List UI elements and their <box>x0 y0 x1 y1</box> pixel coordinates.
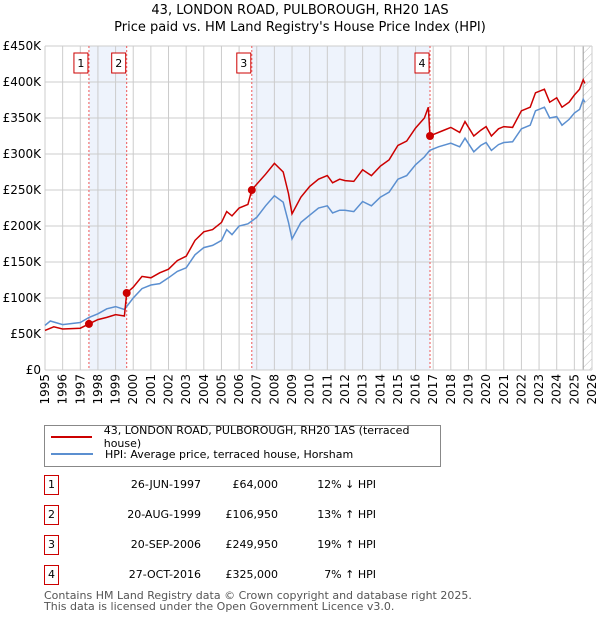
x-tick-label: 2013 <box>356 374 370 405</box>
sale-hpi: 19% ↑ HPI <box>317 538 376 551</box>
x-tick-label: 2010 <box>303 374 317 405</box>
sale-hpi: 7% ↑ HPI <box>324 568 376 581</box>
y-tick-label: £0 <box>26 363 41 377</box>
hpi-line <box>44 97 586 326</box>
x-tick-label: 2003 <box>179 374 193 405</box>
x-tick-label: 2000 <box>126 374 140 405</box>
x-tick-label: 1997 <box>73 374 87 405</box>
shaded-period <box>251 46 431 370</box>
price-chart: 1 2 3 4 £0 £50K £100K £150K £200K £250K £300K £350K… <box>3 39 599 405</box>
sale-row: 3 20-SEP-2006 £249,950 19% ↑ HPI <box>44 535 444 555</box>
sale-label-box <box>414 52 430 74</box>
x-tick-label: 2009 <box>285 374 299 405</box>
forecast-hatch <box>583 46 592 370</box>
x-tick-label: 2023 <box>532 374 546 405</box>
x-tick-label: 2014 <box>373 374 387 405</box>
sale-row: 1 26-JUN-1997 £64,000 12% ↓ HPI <box>44 475 444 495</box>
x-tick-label: 2025 <box>567 374 581 405</box>
y-tick-label: £50K <box>10 327 42 341</box>
x-tick-label: 2016 <box>409 374 423 405</box>
x-tick-label: 2015 <box>391 374 405 405</box>
legend: 43, LONDON ROAD, PULBOROUGH, RH20 1AS (t… <box>44 424 441 467</box>
sale-date: 27-OCT-2016 <box>128 568 201 581</box>
property-legend-swatch <box>51 436 92 438</box>
sale-hpi: 12% ↓ HPI <box>317 478 376 491</box>
y-tick-label: £300K <box>3 147 43 161</box>
chart-title: 43, LONDON ROAD, PULBOROUGH, RH20 1AS <box>151 3 449 18</box>
sale-num: 4 <box>44 565 59 585</box>
sale-point <box>247 186 256 195</box>
sale-row: 4 27-OCT-2016 £325,000 7% ↑ HPI <box>44 565 444 585</box>
x-tick-label: 2004 <box>197 374 211 405</box>
x-tick-label: 2005 <box>214 374 228 405</box>
sale-date: 20-SEP-2006 <box>130 538 201 551</box>
sale-price: £325,000 <box>225 568 279 581</box>
footer-licence: This data is licensed under the Open Gov… <box>44 600 395 613</box>
sale-label: 4 <box>419 57 426 70</box>
y-tick-label: £150K <box>3 255 43 269</box>
x-tick-label: 2026 <box>585 374 599 405</box>
sale-num: 3 <box>44 535 59 555</box>
sale-price: £106,950 <box>225 508 279 521</box>
x-tick-label: 2001 <box>144 374 158 405</box>
sale-label: 3 <box>240 57 247 70</box>
y-tick-label: £450K <box>3 39 43 53</box>
x-tick-label: 2019 <box>461 374 475 405</box>
x-tick-label: 2017 <box>426 374 440 405</box>
x-tick-label: 2007 <box>250 374 264 405</box>
x-tick-label: 1998 <box>91 374 105 405</box>
x-tick-label: 1999 <box>109 374 123 405</box>
x-tick-label: 2022 <box>514 374 528 405</box>
y-tick-label: £350K <box>3 111 43 125</box>
sale-label-box <box>111 52 127 74</box>
x-tick-label: 2002 <box>162 374 176 405</box>
sale-num: 2 <box>44 505 59 525</box>
sale-row: 2 20-AUG-1999 £106,950 13% ↑ HPI <box>44 505 444 525</box>
y-tick-label: £250K <box>3 183 43 197</box>
x-tick-label: 2018 <box>444 374 458 405</box>
x-tick-label: 2020 <box>479 374 493 405</box>
property-legend-label: 43, LONDON ROAD, PULBOROUGH, RH20 1AS (t… <box>103 424 410 450</box>
y-tick-label: £200K <box>3 219 43 233</box>
x-tick-label: 2008 <box>267 374 281 405</box>
x-tick-label: 2012 <box>338 374 352 405</box>
sale-price: £64,000 <box>232 478 279 491</box>
sale-label-box <box>73 52 89 74</box>
sale-date: 20-AUG-1999 <box>127 508 201 521</box>
x-tick-label: 2006 <box>232 374 246 405</box>
sale-label: 2 <box>115 57 122 70</box>
sale-point <box>84 319 93 328</box>
hpi-legend-label: HPI: Average price, terraced house, Hors… <box>105 447 354 461</box>
sale-point <box>426 132 435 140</box>
sale-price: £249,950 <box>225 538 279 551</box>
x-tick-label: 2021 <box>497 374 511 405</box>
sale-point <box>122 288 131 297</box>
sale-label: 1 <box>77 57 84 70</box>
hpi-legend-swatch <box>51 453 93 455</box>
sale-date: 26-JUN-1997 <box>130 478 201 491</box>
x-tick-label: 2024 <box>550 374 564 405</box>
x-tick-label: 1996 <box>56 374 70 405</box>
sale-num: 1 <box>44 475 59 495</box>
sale-label-box <box>236 52 252 74</box>
y-tick-label: £400K <box>3 75 43 89</box>
x-tick-label: 2011 <box>320 374 334 405</box>
chart-subtitle: Price paid vs. HM Land Registry's House … <box>114 20 486 35</box>
x-tick-label: 1995 <box>38 374 52 405</box>
y-tick-label: £100K <box>3 291 43 305</box>
footer-copyright: Contains HM Land Registry data © Crown c… <box>44 589 472 602</box>
sale-hpi: 13% ↑ HPI <box>317 508 376 521</box>
property-price-line <box>44 77 586 332</box>
